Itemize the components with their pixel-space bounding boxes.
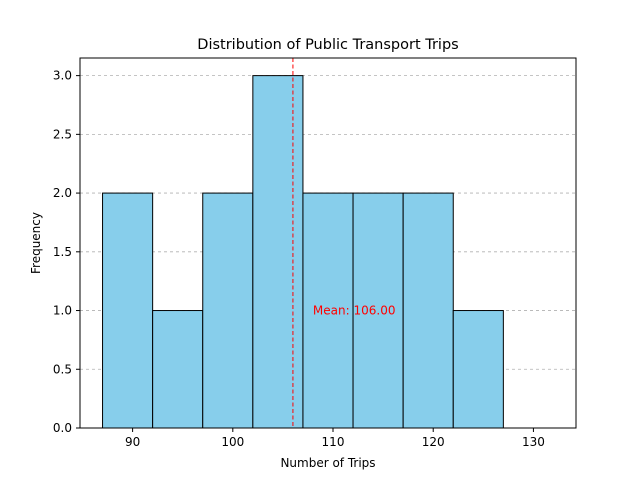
y-axis-label: Frequency [29,212,43,274]
y-tick-label: 2.0 [53,186,72,200]
plot-frame [79,57,577,429]
histogram-bar [352,192,404,429]
chart-title: Distribution of Public Transport Trips [197,37,458,53]
x-tick-label: 110 [322,435,345,449]
y-tick-label: 0.5 [53,362,72,376]
x-axis-label: Number of Trips [280,456,375,470]
y-tick-label: 2.5 [53,127,72,141]
histogram-bar [402,192,454,429]
y-tick-label: 0.0 [53,421,72,435]
x-tick-label: 90 [125,435,140,449]
histogram-bar [452,310,504,429]
histogram-bar [102,192,154,429]
mean-indicator: Mean: 106.00 [292,58,396,428]
y-tick-label: 1.0 [53,304,72,318]
histogram-bar [202,192,254,429]
y-tick-label: 1.5 [53,245,72,259]
x-tick-label: 120 [422,435,445,449]
histogram-bars [102,75,504,429]
histogram-bar [152,310,204,429]
y-tick-label: 3.0 [53,69,72,83]
histogram-bar [302,192,354,429]
x-axis: 90 100 110 120 130 [125,428,545,449]
histogram-bar [252,75,304,429]
y-axis: 0.0 0.5 1.0 1.5 2.0 2.5 3.0 [53,69,80,435]
x-tick-label: 100 [221,435,244,449]
x-tick-label: 130 [522,435,545,449]
mean-label: Mean: 106.00 [313,304,396,318]
